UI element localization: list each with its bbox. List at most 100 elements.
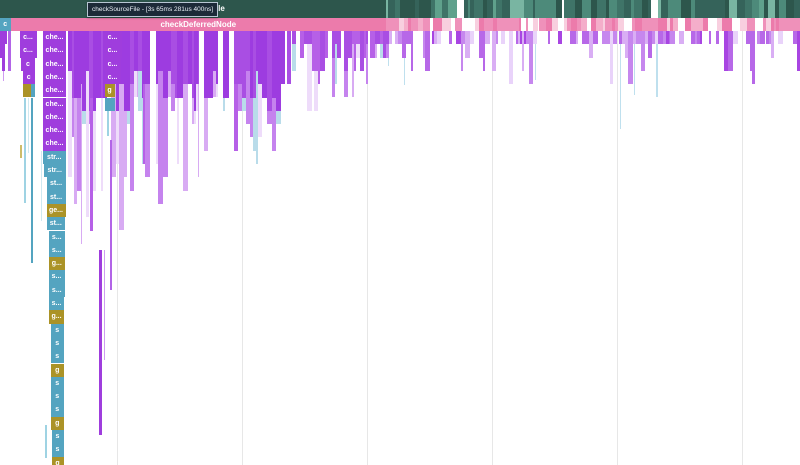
flame-stripe[interactable] (71, 97, 75, 138)
flame-frame[interactable]: c... (103, 31, 122, 45)
flame-stripe[interactable] (88, 110, 91, 125)
flame-stripe[interactable] (255, 31, 258, 71)
flame-stripe[interactable] (665, 31, 669, 45)
flame-stripe[interactable] (620, 44, 622, 129)
flame-stripe[interactable] (351, 44, 355, 98)
flame-stripe[interactable] (510, 17, 515, 31)
flame-stripe[interactable] (156, 84, 159, 164)
flame-stripe[interactable] (124, 31, 127, 111)
flame-stripe[interactable] (768, 31, 771, 45)
flame-stripe[interactable] (667, 17, 670, 31)
flame-stripe[interactable] (635, 31, 640, 45)
flame-stripe[interactable] (241, 97, 247, 111)
flame-stripe[interactable] (347, 31, 352, 58)
flame-stripe[interactable] (386, 0, 389, 18)
flame-frame[interactable] (30, 97, 33, 263)
flame-stripe[interactable] (590, 0, 598, 18)
flame-stripe[interactable] (68, 70, 72, 178)
flame-frame[interactable] (103, 250, 105, 360)
flame-stripe[interactable] (203, 31, 208, 98)
flame-stripe[interactable] (385, 44, 389, 58)
flame-stripe[interactable] (777, 31, 783, 45)
flame-stripe[interactable] (514, 17, 520, 31)
flame-stripe[interactable] (685, 17, 688, 31)
flame-stripe[interactable] (737, 0, 746, 18)
flame-stripe[interactable] (775, 17, 779, 31)
flame-stripe[interactable] (669, 17, 673, 31)
flame-stripe[interactable] (124, 110, 127, 178)
flame-stripe[interactable] (335, 44, 337, 85)
flame-stripe[interactable] (401, 31, 407, 58)
flame-stripe[interactable] (212, 31, 216, 71)
flame-frame[interactable]: s (50, 323, 64, 337)
flame-stripe[interactable] (141, 31, 144, 98)
flame-stripe[interactable] (92, 110, 96, 191)
flame-stripe[interactable] (524, 0, 534, 18)
flame-stripe[interactable] (647, 31, 652, 58)
flame-stripe[interactable] (644, 31, 648, 45)
flame-stripe[interactable] (495, 31, 498, 45)
flame-frame[interactable]: c (21, 57, 35, 71)
flame-stripe[interactable] (138, 70, 142, 111)
flame-stripe[interactable] (431, 0, 435, 18)
flame-stripe[interactable] (616, 0, 624, 18)
flame-stripe[interactable] (80, 84, 83, 244)
flame-stripe[interactable] (794, 0, 800, 18)
flame-stripe[interactable] (394, 31, 399, 45)
flame-stripe[interactable] (360, 31, 364, 71)
flame-stripe[interactable] (255, 70, 258, 164)
flame-stripe[interactable] (456, 31, 461, 45)
flame-stripe[interactable] (222, 31, 225, 98)
flame-stripe[interactable] (253, 97, 256, 151)
flame-stripe[interactable] (447, 0, 457, 18)
flame-stripe[interactable] (493, 0, 496, 18)
flame-stripe[interactable] (80, 31, 83, 85)
flame-stripe[interactable] (457, 17, 463, 31)
flame-stripe[interactable] (641, 17, 647, 31)
flame-frame[interactable] (8, 31, 11, 71)
flame-stripe[interactable] (596, 17, 603, 31)
flame-stripe[interactable] (752, 31, 756, 85)
flame-stripe[interactable] (610, 17, 613, 31)
flame-frame[interactable]: che... (43, 124, 66, 138)
flame-stripe[interactable] (499, 17, 503, 31)
flame-stripe[interactable] (170, 31, 176, 85)
flame-stripe[interactable] (179, 31, 184, 98)
flame-stripe[interactable] (768, 0, 776, 18)
flame-frame[interactable]: che... (43, 44, 66, 58)
flame-stripe[interactable] (492, 17, 497, 31)
flame-stripe[interactable] (241, 31, 247, 98)
flame-stripe[interactable] (177, 97, 180, 164)
flame-stripe[interactable] (770, 31, 774, 58)
flame-stripe[interactable] (662, 0, 669, 18)
flame-stripe[interactable] (460, 31, 463, 71)
flame-stripe[interactable] (547, 31, 551, 45)
flame-stripe[interactable] (634, 0, 643, 18)
flame-stripe[interactable] (627, 31, 633, 85)
flame-stripe[interactable] (618, 31, 622, 45)
flame-stripe[interactable] (85, 31, 89, 71)
flame-stripe[interactable] (639, 17, 642, 31)
flame-stripe[interactable] (631, 17, 635, 31)
flame-stripe[interactable] (464, 31, 470, 58)
flame-stripe[interactable] (276, 110, 281, 125)
flame-frame[interactable]: c... (19, 44, 37, 58)
flame-stripe[interactable] (660, 0, 663, 18)
flame-stripe[interactable] (729, 0, 738, 18)
flame-stripe[interactable] (133, 70, 137, 98)
flame-stripe[interactable] (136, 70, 139, 98)
flame-stripe[interactable] (414, 0, 420, 18)
flame-stripe[interactable] (92, 31, 96, 111)
flame-frame[interactable] (2, 70, 4, 81)
flame-stripe[interactable] (483, 17, 487, 31)
flame-stripe[interactable] (183, 84, 188, 191)
flame-stripe[interactable] (366, 31, 368, 45)
flame-frame[interactable]: s (51, 376, 64, 391)
flame-stripe[interactable] (212, 70, 216, 98)
flame-stripe[interactable] (697, 17, 704, 31)
flame-stripe[interactable] (524, 31, 527, 45)
flame-stripe[interactable] (291, 44, 296, 71)
flame-stripe[interactable] (82, 31, 86, 111)
flame-stripe[interactable] (307, 44, 312, 111)
